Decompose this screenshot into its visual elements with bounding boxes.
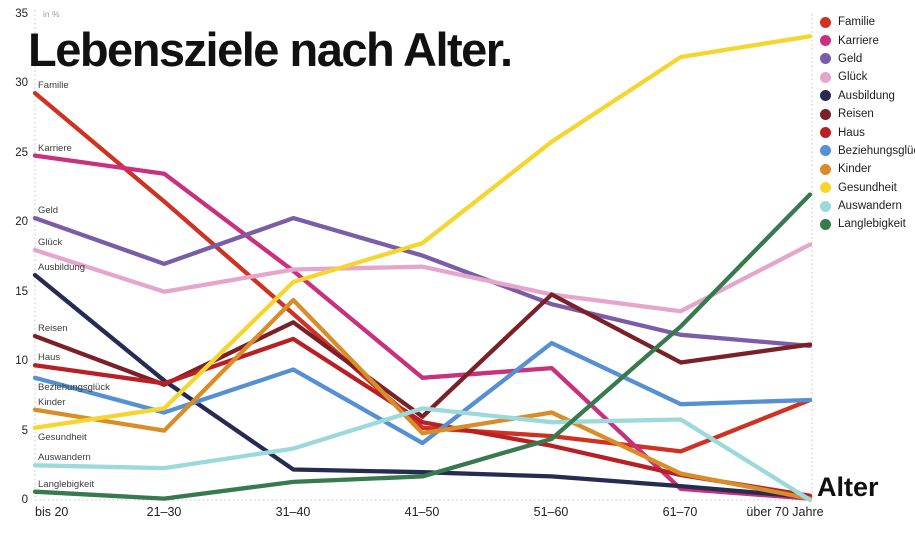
y-axis-unit-label: in % [43, 9, 60, 19]
x-tick-51-60: 51–60 [533, 505, 569, 519]
legend-dot-gesundheit [820, 182, 831, 194]
legend-dot-haus [820, 127, 831, 139]
legend-label-reisen: Reisen [838, 108, 874, 121]
legend-dot-beziehungsgl-ck [820, 145, 831, 157]
series-label-auswandern: Auswandern [38, 452, 91, 464]
series-label-ausbildung: Ausbildung [38, 262, 86, 274]
series-label-karriere: Karriere [38, 142, 72, 154]
x-tick-bis-20: bis 20 [35, 505, 69, 519]
legend-label-kinder: Kinder [838, 163, 872, 176]
legend-label-gesundheit: Gesundheit [838, 181, 897, 194]
x-axis-title: Alter [817, 472, 879, 502]
series-line-familie [32, 90, 813, 454]
y-tick-30: 30 [15, 77, 28, 90]
legend-item-reisen: Reisen [820, 105, 915, 123]
legend: Familie Karriere Geld Glück Ausbildung Reisen… [820, 13, 915, 234]
legend-dot-langlebigkeit [820, 218, 831, 230]
legend-label-familie: Familie [838, 16, 876, 29]
legend-item-familie: Familie [820, 13, 915, 31]
chart-title: Lebensziele nach Alter. [28, 23, 513, 76]
legend-label-auswandern: Auswandern [838, 200, 902, 213]
legend-item-karriere: Karriere [820, 31, 915, 49]
series-label-gl-ck: Glück [38, 237, 63, 249]
series-label-beziehungsgl-ck: Beziehungsglück [38, 381, 110, 393]
series-line-gl-ck [32, 242, 813, 314]
legend-label-ausbildung: Ausbildung [838, 89, 895, 102]
x-tick--ber-70-jahre: über 70 Jahre [746, 505, 824, 519]
legend-label-geld: Geld [838, 52, 863, 65]
x-tick-61-70: 61–70 [662, 505, 698, 519]
legend-dot-auswandern [820, 200, 831, 212]
legend-item-gesundheit: Gesundheit [820, 179, 915, 197]
series-line-geld [32, 215, 813, 349]
legend-label-beziehungsgl-ck: Beziehungsglück [838, 144, 915, 157]
legend-item-kinder: Kinder [820, 160, 915, 178]
legend-dot-kinder [820, 163, 831, 175]
series-line-ausbildung [32, 272, 813, 500]
series-line-langlebigkeit [32, 192, 813, 501]
y-tick-25: 25 [15, 146, 28, 159]
series-line-beziehungsgl-ck [32, 340, 813, 446]
legend-dot-ausbildung [820, 90, 831, 102]
x-tick-31-40: 31–40 [275, 505, 311, 519]
legend-item-ausbildung: Ausbildung [820, 87, 915, 105]
series-line-gesundheit [32, 34, 813, 430]
x-tick-21-30: 21–30 [146, 505, 182, 519]
legend-label-gl-ck: Glück [838, 71, 868, 84]
legend-dot-reisen [820, 108, 831, 120]
series-label-geld: Geld [38, 205, 59, 217]
series-line-kinder [32, 297, 813, 501]
legend-item-gl-ck: Glück [820, 68, 915, 86]
series-line-karriere [32, 153, 813, 501]
series-line-auswandern [32, 406, 813, 503]
legend-dot-familie [820, 16, 831, 28]
legend-item-langlebigkeit: Langlebigkeit [820, 215, 915, 233]
legend-item-geld: Geld [820, 50, 915, 68]
y-tick-5: 5 [21, 424, 28, 437]
y-tick-20: 20 [15, 216, 28, 229]
legend-label-haus: Haus [838, 126, 865, 139]
legend-item-beziehungsgl-ck: Beziehungsglück [820, 142, 915, 160]
series-label-haus: Haus [38, 352, 61, 364]
legend-label-karriere: Karriere [838, 34, 879, 47]
series-label-kinder: Kinder [38, 396, 66, 408]
legend-dot-gl-ck [820, 71, 831, 83]
series-label-reisen: Reisen [38, 323, 68, 335]
series-label-langlebigkeit: Langlebigkeit [38, 478, 94, 490]
x-tick-41-50: 41–50 [404, 505, 440, 519]
series-label-gesundheit: Gesundheit [38, 431, 87, 443]
legend-item-haus: Haus [820, 123, 915, 141]
series-label-familie: Familie [38, 80, 69, 92]
y-tick-10: 10 [15, 355, 28, 368]
y-tick-35: 35 [15, 8, 28, 20]
legend-item-auswandern: Auswandern [820, 197, 915, 215]
legend-dot-geld [820, 53, 831, 65]
legend-dot-karriere [820, 35, 831, 47]
legend-label-langlebigkeit: Langlebigkeit [838, 218, 906, 231]
y-tick-15: 15 [15, 285, 28, 298]
y-tick-0: 0 [21, 494, 28, 506]
